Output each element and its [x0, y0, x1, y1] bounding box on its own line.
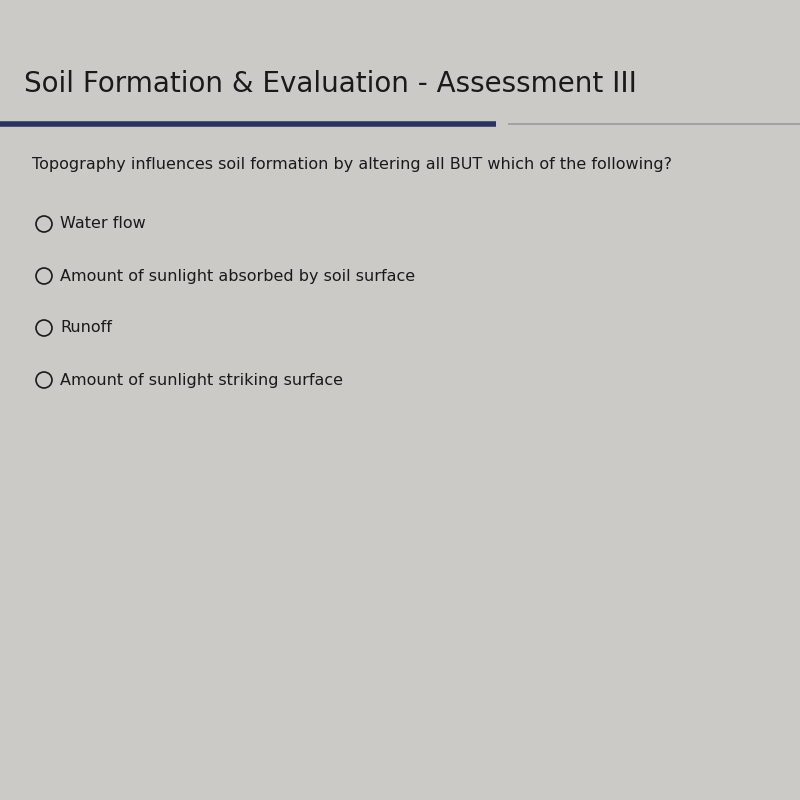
Text: Amount of sunlight absorbed by soil surface: Amount of sunlight absorbed by soil surf…	[60, 269, 415, 283]
Text: Soil Formation & Evaluation - Assessment III: Soil Formation & Evaluation - Assessment…	[24, 70, 637, 98]
Text: Runoff: Runoff	[60, 321, 112, 335]
Text: Amount of sunlight striking surface: Amount of sunlight striking surface	[60, 373, 343, 387]
Text: Topography influences soil formation by altering all BUT which of the following?: Topography influences soil formation by …	[32, 157, 672, 171]
Text: Water flow: Water flow	[60, 217, 146, 231]
